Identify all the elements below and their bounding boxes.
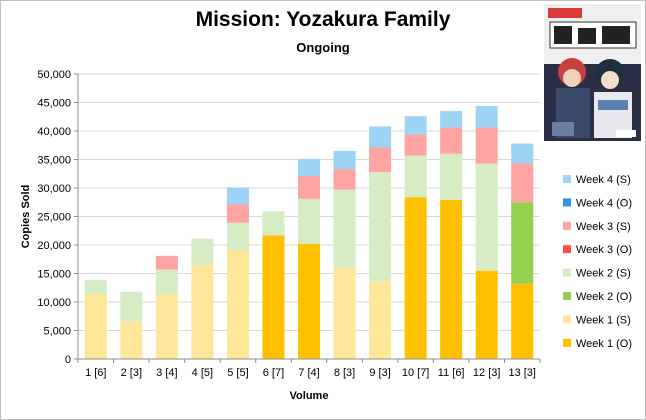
bar-segment (333, 150, 356, 170)
bar-segment (475, 127, 498, 164)
x-axis-title: Volume (290, 390, 329, 402)
legend: Week 4 (S) Week 4 (O) Week 3 (S) Week 3 (O)… (563, 174, 632, 350)
bar-segment (297, 198, 321, 244)
bar-segment (511, 202, 534, 284)
chart-title: Mission: Yozakura Family (195, 8, 451, 31)
bar-segment (404, 197, 427, 359)
bar-segment (475, 270, 498, 359)
legend-label: Week 1 (O) (576, 338, 632, 350)
x-tick-label: 10 [7] (402, 367, 430, 379)
bar-segment (404, 116, 427, 135)
x-tick-label: 8 [3] (334, 367, 355, 379)
x-tick-label: 3 [4] (156, 367, 177, 379)
y-tick-label: 45,000 (37, 98, 71, 110)
x-tick-label: 12 [3] (473, 367, 501, 379)
bar-segment (262, 211, 285, 236)
bar-segment (226, 187, 249, 205)
bar-segment (262, 235, 285, 359)
bar-segment (333, 169, 356, 190)
x-tick-labels: 1 [6] 2 [3] 3 [4] 4 [5] 5 [5] 6 [7] 7 [4] 8 [3]… (85, 367, 536, 379)
legend-label: Week 4 (O) (576, 197, 632, 209)
bar-segment (226, 249, 249, 359)
legend-label: Week 3 (S) (576, 221, 631, 233)
bar-segment (333, 267, 356, 359)
y-tick-label: 0 (65, 354, 71, 366)
x-tick-label: 4 [5] (192, 367, 213, 379)
y-tick-label: 35,000 (37, 155, 71, 167)
legend-swatch (563, 198, 571, 207)
bar-segment (120, 321, 143, 359)
y-tick-label: 20,000 (37, 240, 71, 252)
bar-segment (404, 134, 427, 156)
bar-segment (404, 155, 427, 198)
bar-segment (84, 279, 107, 295)
x-tick-label: 1 [6] (85, 367, 106, 379)
bar-segment (511, 163, 534, 203)
legend-label: Week 3 (O) (576, 244, 632, 256)
y-tick-label: 10,000 (37, 297, 71, 309)
x-tick-label: 5 [5] (227, 367, 248, 379)
legend-swatch (563, 268, 571, 277)
legend-swatch (563, 221, 571, 230)
axes (77, 74, 540, 360)
bar-segment (511, 143, 534, 164)
bar-segment (226, 222, 249, 250)
legend-label: Week 4 (S) (576, 174, 631, 186)
legend-label: Week 2 (S) (576, 268, 631, 280)
bar-segment (155, 255, 178, 270)
bar-segment (191, 264, 214, 359)
y-tick-labels: 0 5,000 10,000 15,000 20,000 25,000 30,000 35,0… (37, 69, 71, 366)
legend-swatch (563, 292, 571, 300)
legend-swatch (563, 245, 571, 254)
bar-segment (226, 204, 249, 223)
bar-segment (297, 243, 321, 359)
y-tick-label: 15,000 (37, 269, 71, 281)
bar-segment (333, 189, 356, 268)
bar-segment (297, 158, 321, 177)
bar-segment (440, 199, 463, 359)
legend-label: Week 2 (O) (576, 291, 632, 303)
y-tick-label: 30,000 (37, 183, 71, 195)
y-tick-label: 5,000 (43, 326, 71, 338)
bar-segment (120, 291, 143, 322)
x-tick-label: 6 [7] (263, 367, 284, 379)
bar-segment (475, 105, 498, 128)
y-tick-label: 25,000 (37, 212, 71, 224)
x-tick-label: 13 [3] (508, 367, 536, 379)
chart-subtitle: Ongoing (296, 40, 350, 55)
y-tick-label: 50,000 (37, 69, 71, 81)
x-tick-label: 9 [3] (369, 367, 390, 379)
bar-segment (511, 283, 534, 359)
bars (84, 105, 534, 359)
bar-segment (440, 153, 463, 200)
x-tick-label: 7 [4] (298, 367, 319, 379)
bar-segment (369, 147, 392, 173)
bar-segment (155, 269, 178, 295)
y-tick-label: 40,000 (37, 126, 71, 138)
legend-swatch (563, 315, 571, 324)
bar-segment (369, 172, 392, 281)
legend-swatch (563, 338, 571, 347)
x-tick-label: 11 [6] (438, 367, 465, 379)
bar-segment (191, 238, 214, 265)
bar-segment (369, 126, 392, 148)
legend-swatch (563, 175, 571, 183)
bar-segment (155, 294, 178, 359)
bar-segment (440, 127, 463, 154)
bar-segment (440, 111, 463, 128)
y-axis-title: Copies Sold (20, 185, 32, 249)
bar-segment (369, 280, 392, 359)
legend-label: Week 1 (S) (576, 314, 631, 326)
x-tick-label: 2 [3] (121, 367, 142, 379)
bar-segment (297, 176, 321, 199)
manga-cover-image (544, 4, 641, 141)
bar-segment (475, 163, 498, 271)
bar-segment (84, 294, 107, 359)
